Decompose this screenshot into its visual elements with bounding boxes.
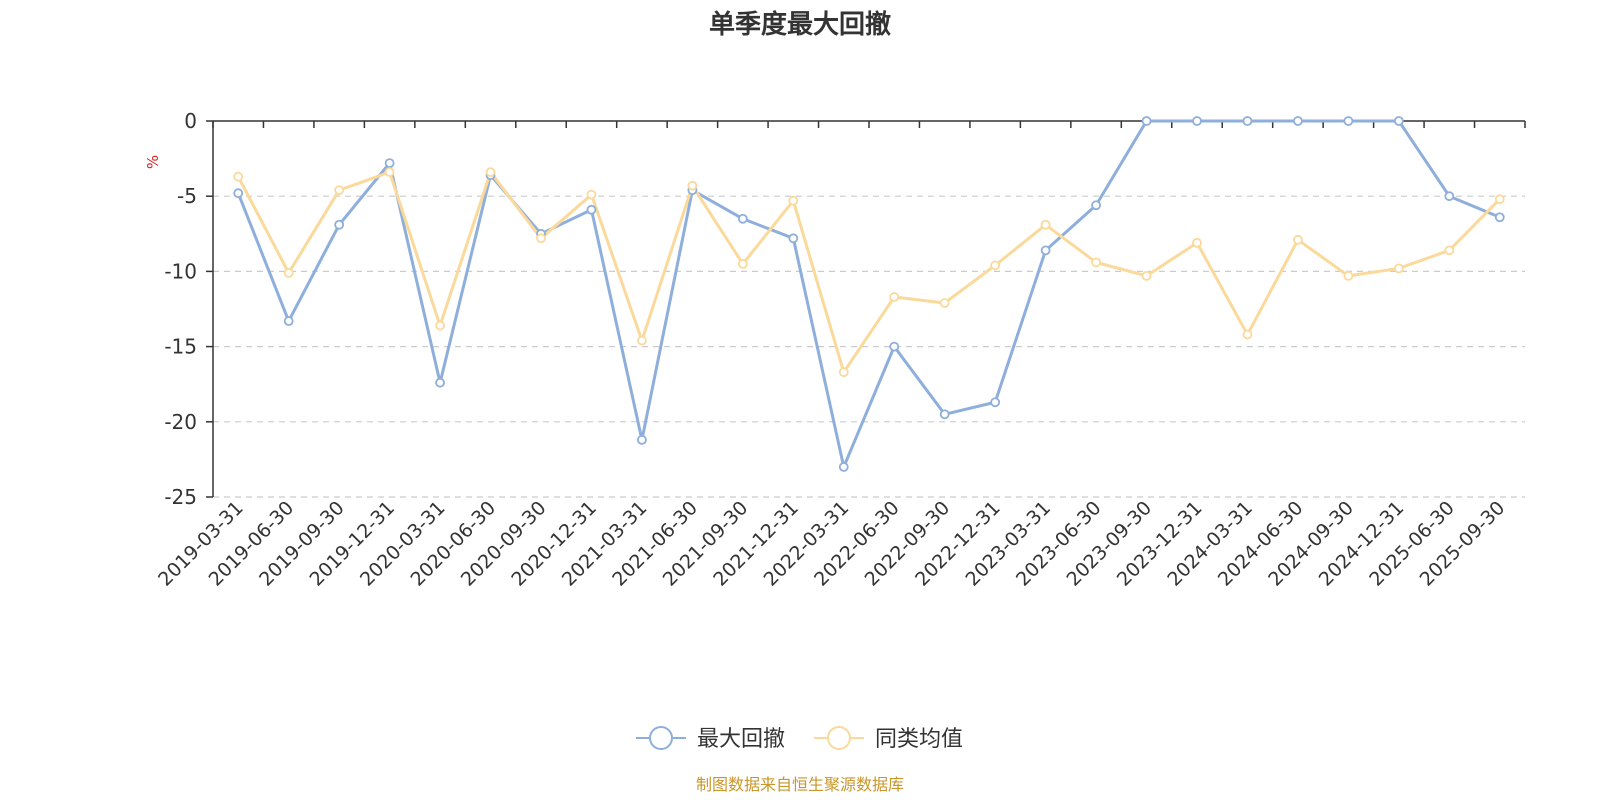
data-point[interactable]	[1040, 219, 1051, 230]
data-point[interactable]	[435, 377, 445, 388]
y-tick-label: -10	[164, 259, 197, 283]
y-axis-unit-label: %	[144, 155, 162, 169]
data-point[interactable]	[687, 180, 698, 191]
y-axis-ticks: 0 -5 -10 -15 -20 -25	[164, 109, 197, 509]
data-point[interactable]	[283, 268, 294, 278]
data-point[interactable]	[788, 195, 799, 206]
data-point[interactable]	[586, 204, 597, 215]
data-point[interactable]	[889, 341, 900, 352]
y-tick-label: 0	[184, 109, 197, 133]
data-point[interactable]	[586, 189, 597, 200]
legend[interactable]: 最大回撤 同类均值	[636, 726, 963, 752]
legend-marker[interactable]	[827, 726, 851, 750]
legend-marker[interactable]	[649, 726, 673, 750]
data-point[interactable]	[384, 167, 395, 178]
axes	[206, 120, 1526, 498]
y-tick-label: -15	[164, 335, 197, 359]
y-tick-label: -5	[177, 184, 197, 208]
data-point[interactable]	[1494, 194, 1505, 205]
data-point[interactable]	[334, 185, 345, 196]
data-point[interactable]	[737, 213, 748, 224]
data-point[interactable]	[233, 171, 244, 182]
data-point[interactable]	[283, 316, 294, 326]
data-point[interactable]	[1040, 245, 1051, 256]
legend-label[interactable]: 同类均值	[875, 727, 963, 752]
data-point[interactable]	[1242, 116, 1253, 126]
data-point[interactable]	[990, 397, 1001, 408]
data-point[interactable]	[939, 298, 950, 308]
series-layer	[233, 116, 1505, 472]
data-point[interactable]	[1091, 200, 1101, 211]
data-point[interactable]	[384, 158, 395, 169]
data-point[interactable]	[1091, 257, 1101, 268]
series-line-0	[236, 119, 1501, 469]
data-point[interactable]	[1293, 234, 1303, 245]
data-point[interactable]	[737, 258, 748, 269]
y-tick-label: -20	[164, 410, 197, 434]
data-point[interactable]	[637, 434, 647, 445]
data-point[interactable]	[1393, 263, 1404, 274]
data-point[interactable]	[838, 462, 849, 472]
data-point[interactable]	[1141, 116, 1152, 126]
data-point[interactable]	[1141, 271, 1152, 281]
y-tick-label: -25	[164, 485, 197, 509]
data-point[interactable]	[637, 335, 647, 346]
data-point[interactable]	[1393, 116, 1404, 126]
data-point[interactable]	[1343, 271, 1354, 281]
x-axis-ticks: 2019-03-312019-06-302019-09-302019-12-31…	[154, 497, 1509, 591]
legend-label[interactable]: 最大回撤	[697, 727, 785, 752]
data-point[interactable]	[1192, 237, 1202, 248]
data-point[interactable]	[1444, 245, 1455, 256]
data-point[interactable]	[889, 292, 900, 302]
data-point[interactable]	[485, 167, 496, 178]
data-point[interactable]	[233, 188, 244, 199]
source-note: 制图数据来自恒生聚源数据库	[696, 775, 904, 794]
data-point[interactable]	[1293, 116, 1303, 126]
data-point[interactable]	[1192, 116, 1202, 126]
data-point[interactable]	[788, 233, 799, 244]
data-point[interactable]	[334, 219, 345, 230]
data-point[interactable]	[939, 409, 950, 420]
data-point[interactable]	[1494, 212, 1505, 223]
data-point[interactable]	[536, 233, 546, 244]
grid-lines	[213, 195, 1525, 498]
data-point[interactable]	[435, 320, 445, 331]
data-point[interactable]	[838, 367, 849, 378]
data-point[interactable]	[990, 260, 1001, 271]
data-point[interactable]	[1444, 191, 1455, 202]
series-line-1	[236, 170, 1501, 374]
data-point[interactable]	[1242, 329, 1253, 340]
data-point[interactable]	[1343, 116, 1354, 126]
chart-title: 单季度最大回撤	[709, 9, 891, 40]
